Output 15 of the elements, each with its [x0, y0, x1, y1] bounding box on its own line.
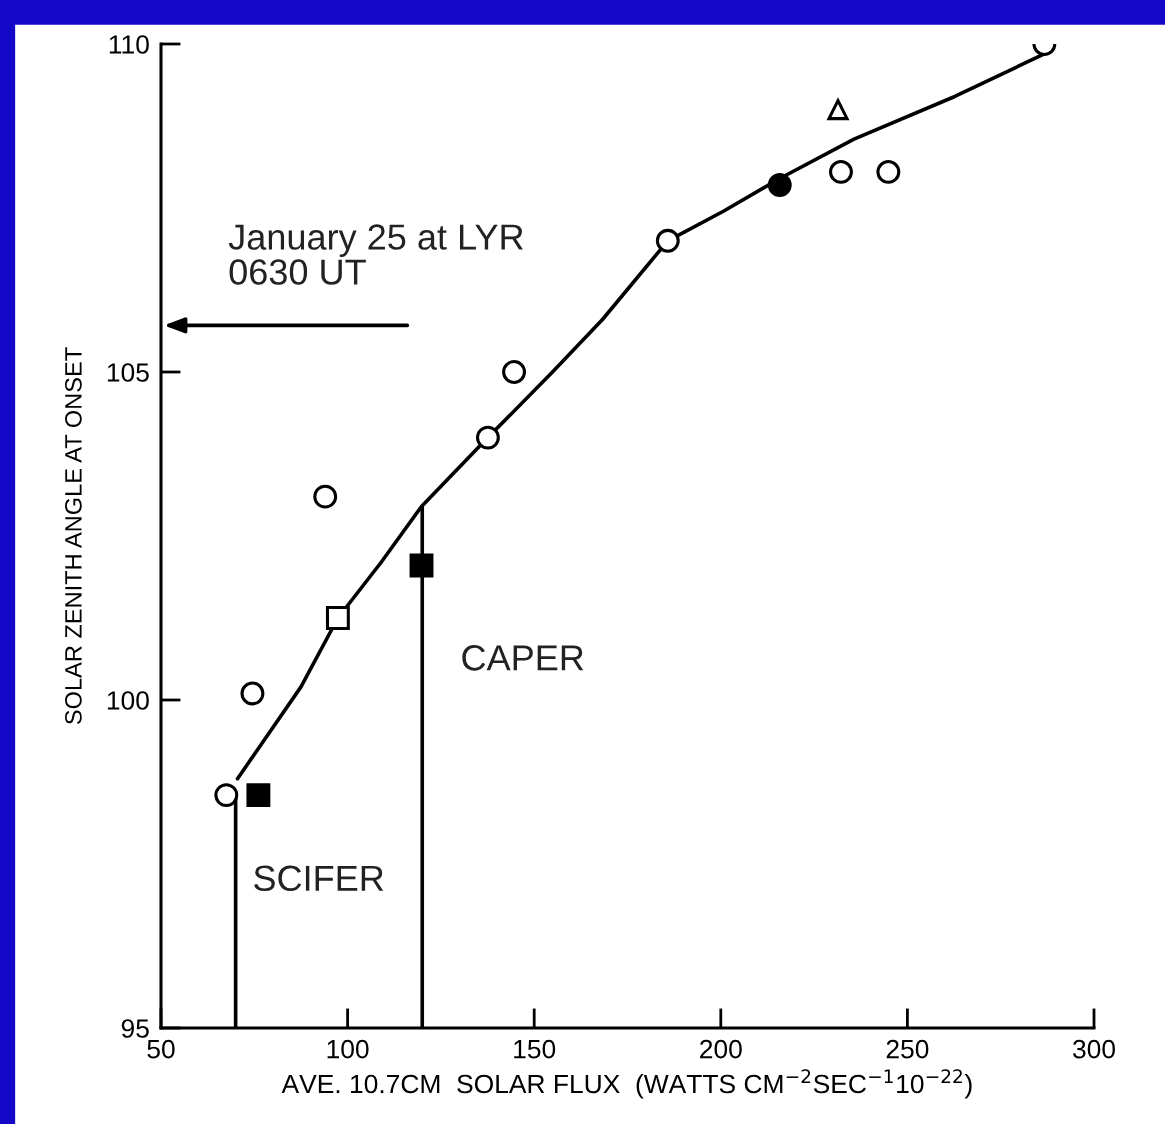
x-tick-label: 150: [514, 1039, 556, 1059]
y-tick-label: 95: [121, 1019, 149, 1038]
annotation: January 25 at LYR 0630 UT: [228, 224, 523, 285]
y-tick-label: 110: [109, 35, 149, 54]
x-tick-label: 300: [1072, 1039, 1115, 1059]
x-axis-title: AVE. 10.7CM SOLAR FLUX (WATTS CM$^{−2}$SEC$^{−1}$10$^{−22}$): [281, 1069, 972, 1099]
annotation: SCIFER: [254, 865, 384, 892]
y-tick-label: 105: [107, 363, 149, 382]
x-tick-label: 50: [147, 1039, 175, 1059]
y-tick-label: 100: [107, 691, 149, 710]
x-tick-label: 100: [327, 1039, 369, 1059]
x-tick-label: 200: [700, 1039, 742, 1059]
annotation: CAPER: [462, 645, 584, 671]
y-axis-title: SOLAR ZENITH ANGLE AT ONSET: [65, 347, 82, 725]
x-tick-label: 250: [886, 1039, 929, 1059]
